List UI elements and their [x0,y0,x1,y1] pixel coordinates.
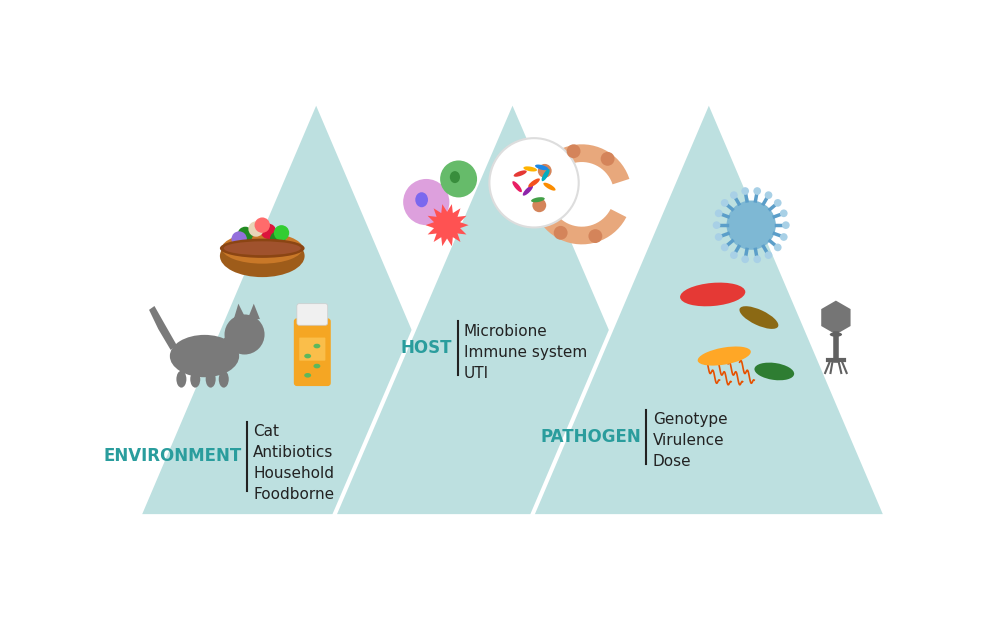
Circle shape [567,144,581,158]
Ellipse shape [313,364,320,368]
FancyBboxPatch shape [297,304,328,325]
Ellipse shape [220,239,305,258]
Ellipse shape [512,181,522,192]
Ellipse shape [542,169,550,181]
Circle shape [753,187,761,195]
Ellipse shape [523,186,533,196]
Ellipse shape [176,371,186,388]
Circle shape [774,244,782,251]
Ellipse shape [830,332,842,337]
Circle shape [238,227,253,242]
Polygon shape [248,304,260,319]
Text: Genotype
Virulence
Dose: Genotype Virulence Dose [653,412,727,469]
Polygon shape [149,306,177,350]
Ellipse shape [698,346,751,366]
Circle shape [727,201,776,250]
Ellipse shape [170,335,239,378]
Ellipse shape [543,182,556,191]
Ellipse shape [304,373,311,378]
Ellipse shape [224,241,301,255]
Circle shape [274,225,289,241]
Circle shape [741,256,749,263]
Circle shape [753,256,761,263]
FancyBboxPatch shape [294,318,331,386]
Text: HOST: HOST [401,339,452,357]
Circle shape [721,244,729,251]
Circle shape [231,231,247,247]
Polygon shape [334,101,691,516]
Circle shape [765,191,772,199]
Circle shape [532,198,546,212]
Ellipse shape [206,371,216,388]
Ellipse shape [220,235,305,277]
Circle shape [721,199,729,207]
Ellipse shape [514,171,527,177]
Polygon shape [532,144,629,244]
Circle shape [440,161,477,198]
Text: PATHOGEN: PATHOGEN [540,428,641,446]
Ellipse shape [223,334,245,351]
Circle shape [715,209,722,217]
Circle shape [741,187,749,195]
Ellipse shape [450,171,460,183]
Ellipse shape [739,306,778,329]
Polygon shape [532,101,886,516]
Ellipse shape [528,178,540,187]
Text: Microbione
Immune system
UTI: Microbione Immune system UTI [464,324,587,381]
Circle shape [538,164,552,177]
Ellipse shape [531,197,545,202]
Circle shape [780,233,788,241]
Ellipse shape [754,362,794,380]
Ellipse shape [304,354,311,358]
Ellipse shape [190,371,200,388]
Circle shape [713,221,720,229]
Circle shape [588,229,602,243]
Polygon shape [425,204,469,246]
Circle shape [715,233,722,241]
Circle shape [730,191,738,199]
Polygon shape [821,301,851,334]
Text: Cat
Antibiotics
Household
Foodborne: Cat Antibiotics Household Foodborne [253,424,334,502]
FancyBboxPatch shape [299,338,325,361]
Circle shape [554,226,568,240]
Polygon shape [139,101,493,516]
Circle shape [774,199,782,207]
Circle shape [248,221,264,237]
Ellipse shape [680,282,745,306]
Polygon shape [234,304,246,319]
Circle shape [255,217,270,233]
Ellipse shape [219,371,229,388]
Ellipse shape [535,164,548,170]
Circle shape [261,224,276,239]
Ellipse shape [313,344,320,348]
Ellipse shape [222,233,303,264]
Circle shape [403,179,449,225]
Circle shape [765,251,772,259]
Circle shape [489,138,579,228]
Circle shape [225,314,265,354]
Circle shape [601,152,615,166]
Circle shape [782,221,790,229]
Ellipse shape [415,192,428,208]
Circle shape [780,209,788,217]
Ellipse shape [523,166,537,171]
Circle shape [730,251,738,259]
Text: ENVIRONMENT: ENVIRONMENT [103,447,241,465]
Circle shape [270,231,285,247]
